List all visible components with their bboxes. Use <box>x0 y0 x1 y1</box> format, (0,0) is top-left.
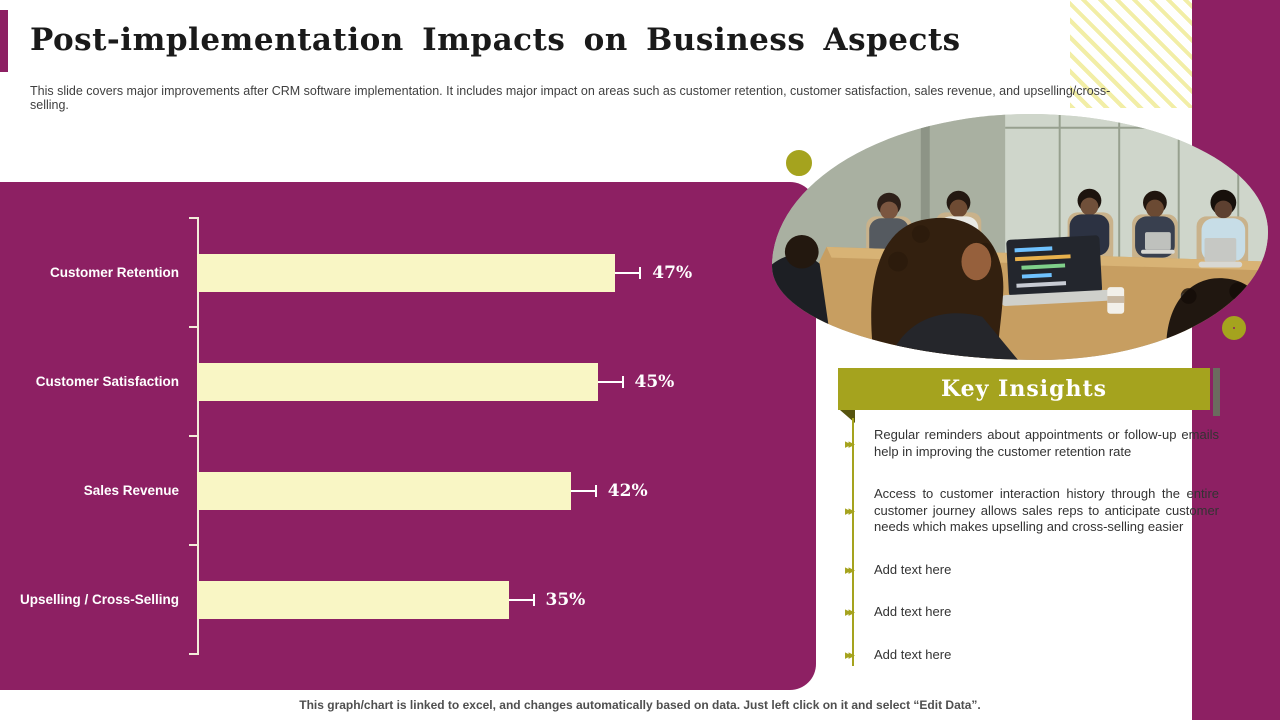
category-label: Customer Satisfaction <box>35 373 179 389</box>
double-arrow-icon: ▸▸ <box>845 604 855 620</box>
axis-tick <box>189 544 199 546</box>
insight-text: Access to customer interaction history t… <box>874 486 1219 534</box>
key-insights-title: Key Insights <box>940 376 1108 402</box>
value-label: 42% <box>607 480 648 501</box>
bar[interactable] <box>197 471 571 510</box>
category-label: Upselling / Cross-Selling <box>19 591 179 607</box>
axis-tick <box>189 435 199 437</box>
ribbon-fold <box>840 410 855 423</box>
insight-item: ▸▸ Add text here <box>845 604 1219 621</box>
insight-item: ▸▸ Add text here <box>845 562 1219 579</box>
insight-text: Add text here <box>874 561 952 577</box>
axis-tick <box>189 653 199 655</box>
error-bar-cap <box>639 266 642 279</box>
bar-chart[interactable]: Customer Retention 47% Customer Satisfacti… <box>0 182 816 690</box>
meeting-photo-illustration <box>772 114 1268 360</box>
chart-row: Sales Revenue 42% <box>0 436 816 545</box>
donut-circle-decoration <box>786 150 812 176</box>
insights-list: ▸▸ Regular reminders about appointments o… <box>845 427 1219 689</box>
corner-stripes-decoration <box>1070 0 1210 108</box>
bar-area: 42% <box>197 436 816 545</box>
bar-area: 35% <box>197 545 816 654</box>
insight-text: Regular reminders about appointments or … <box>874 427 1219 459</box>
double-arrow-icon: ▸▸ <box>845 435 855 451</box>
bar[interactable] <box>197 362 598 401</box>
category-label: Customer Retention <box>49 264 179 280</box>
donut-circle-decoration <box>1222 316 1246 340</box>
excel-link-note: This graph/chart is linked to excel, and… <box>299 698 981 712</box>
axis-tick <box>189 217 199 219</box>
chart-row: Customer Retention 47% <box>0 218 816 327</box>
insight-item: ▸▸ Add text here <box>845 647 1219 664</box>
key-insights-header: Key Insights <box>838 368 1210 410</box>
right-edge-bar <box>1192 0 1280 720</box>
insight-text: Add text here <box>874 604 952 619</box>
insight-text: Add text here <box>874 646 952 662</box>
insights-connector-line <box>852 418 854 666</box>
error-bar <box>570 489 595 492</box>
error-bar <box>615 271 640 274</box>
meeting-photo <box>772 114 1268 360</box>
chart-rows: Customer Retention 47% Customer Satisfacti… <box>0 218 816 654</box>
chart-row: Upselling / Cross-Selling 35% <box>0 545 816 654</box>
chart-axis <box>189 217 199 655</box>
axis-tick <box>189 326 199 328</box>
error-bar-cap <box>594 484 597 497</box>
insight-item: ▸▸ Access to customer interaction history… <box>845 486 1219 536</box>
error-bar <box>597 380 622 383</box>
chart-row: Customer Satisfaction 45% <box>0 327 816 436</box>
value-label: 35% <box>545 589 586 610</box>
double-arrow-icon: ▸▸ <box>845 502 855 518</box>
error-bar-cap <box>621 375 624 388</box>
error-bar-cap <box>532 593 535 606</box>
value-label: 47% <box>652 262 693 283</box>
error-bar <box>508 598 533 601</box>
slide-subtitle: This slide covers major improvements aft… <box>30 84 1111 112</box>
insight-item: ▸▸ Regular reminders about appointments o… <box>845 427 1219 460</box>
bar[interactable] <box>197 580 509 619</box>
bar-area: 45% <box>197 327 816 436</box>
bar[interactable] <box>197 253 616 292</box>
category-label: Sales Revenue <box>83 482 179 498</box>
bar-area: 47% <box>197 218 816 327</box>
double-arrow-icon: ▸▸ <box>845 561 855 577</box>
slide-title: Post-implementation Impacts on Business … <box>30 22 961 58</box>
ribbon-shadow <box>1213 368 1220 416</box>
left-edge-accent <box>0 10 8 72</box>
double-arrow-icon: ▸▸ <box>845 646 855 662</box>
value-label: 45% <box>634 371 675 392</box>
